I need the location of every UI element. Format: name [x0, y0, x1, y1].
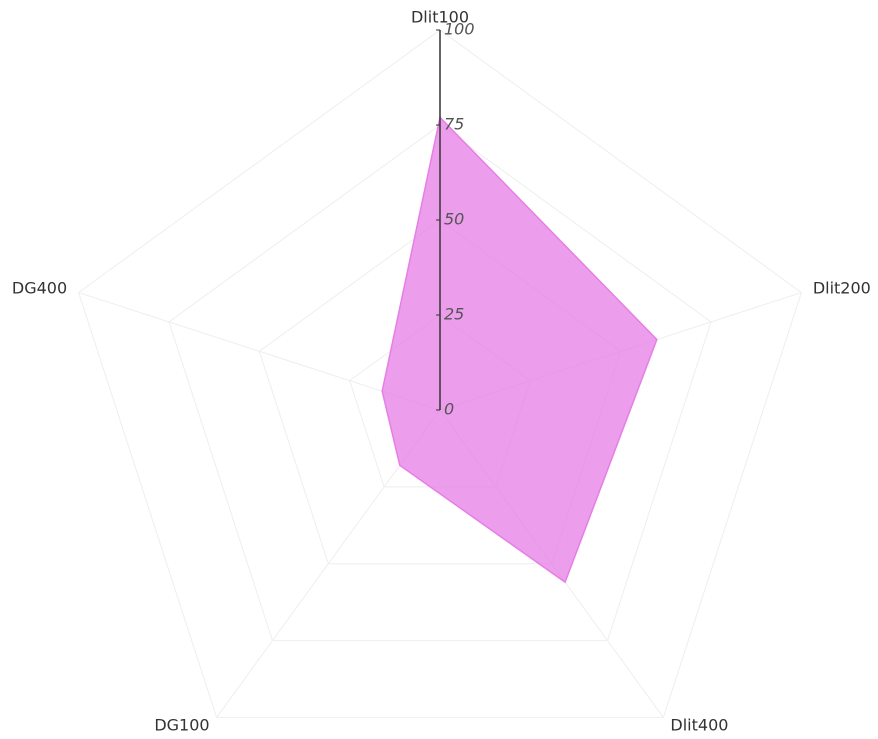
axis-label: DG100	[154, 716, 209, 735]
axis-label: DG400	[12, 278, 67, 297]
grid-ring	[168, 124, 712, 642]
tick-label: 50	[444, 210, 464, 229]
grid-ring	[78, 29, 802, 718]
tick-label: 25	[444, 305, 464, 324]
tick-label: 100	[444, 20, 475, 39]
tick-label: 75	[444, 115, 464, 134]
axis-label: Dlit100	[411, 8, 469, 27]
axis-label: Dlit200	[813, 278, 871, 297]
data-area	[381, 115, 658, 584]
grid-spoke	[78, 292, 441, 411]
tick-label: 0	[444, 400, 454, 419]
axis-label: Dlit400	[670, 716, 728, 735]
